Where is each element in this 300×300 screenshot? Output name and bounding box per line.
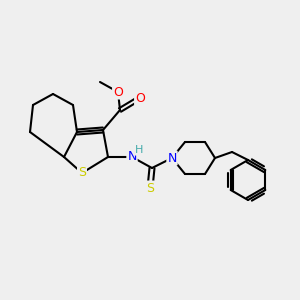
Text: N: N xyxy=(127,151,137,164)
Text: S: S xyxy=(146,182,154,194)
Text: O: O xyxy=(113,85,123,98)
Text: S: S xyxy=(78,167,86,179)
Text: N: N xyxy=(167,152,177,164)
Text: O: O xyxy=(135,92,145,104)
Text: H: H xyxy=(135,145,143,155)
